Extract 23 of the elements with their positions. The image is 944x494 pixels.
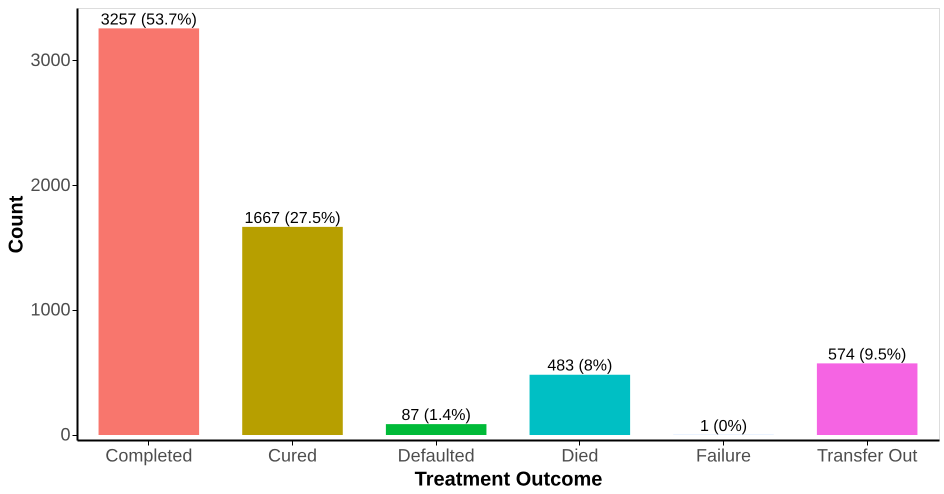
bar — [816, 363, 918, 436]
x-tick-label: Died — [561, 446, 598, 466]
y-tick-label: 3000 — [30, 50, 70, 70]
x-tick-label: Failure — [696, 446, 752, 466]
y-axis-title: Count — [5, 195, 28, 254]
y-tick-label: 2000 — [30, 174, 70, 195]
data-label: 483 (8%) — [547, 358, 612, 375]
y-tick-label: 1000 — [30, 300, 70, 320]
y-tick-label: 0 — [60, 424, 70, 445]
bar — [242, 226, 343, 436]
data-label: 3257 (53.7%) — [100, 11, 197, 28]
bar — [530, 374, 630, 436]
x-axis-title: Treatment Outcome — [414, 468, 602, 490]
bar — [98, 28, 200, 436]
data-label: 574 (9.5%) — [828, 346, 906, 364]
bar — [386, 424, 486, 436]
x-tick-label: Completed — [105, 446, 192, 466]
x-tick-label: Defaulted — [398, 446, 475, 466]
data-label: 1667 (27.5%) — [244, 210, 341, 227]
data-label: 87 (1.4%) — [401, 407, 471, 424]
x-tick-label: Transfer Out — [816, 446, 918, 466]
x-tick-label: Cured — [268, 446, 318, 466]
data-label: 1 (0%) — [700, 418, 748, 435]
